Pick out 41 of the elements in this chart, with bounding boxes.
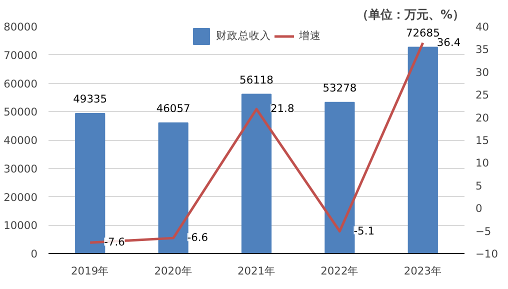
y2-tick-label: 15 [476,134,490,147]
data-label: 49335 [73,92,108,106]
data-label: 21.8 [270,102,294,116]
y2-tick-label: 30 [476,66,490,79]
y2-tick-label: 25 [476,88,490,102]
x-tick-label: 2022年 [320,264,359,278]
legend-label: 财政总收入 [216,29,271,43]
y-tick-label: 70000 [4,48,38,62]
data-label: 56118 [240,73,274,86]
y-tick-label: 80000 [4,20,38,34]
data-label: -6.6 [187,231,208,244]
y2-tick-label: −5 [476,224,492,238]
y-tick-label: 10000 [4,219,38,232]
data-label: -7.6 [104,236,126,249]
text: （单位：万元、%） [356,8,465,22]
y-tick-label: 50000 [4,106,38,119]
bar [241,94,272,254]
y-tick-label: 60000 [4,77,38,90]
y2-tick-label: −10 [476,248,498,260]
legend-label: 增速 [299,29,321,43]
y2-tick-label: 35 [476,43,490,56]
bar [408,46,438,254]
y-tick-label: 40000 [4,134,38,147]
y2-tick-label: 5 [476,179,482,192]
data-label: 53278 [322,81,357,94]
x-tick-label: 2019年 [71,264,110,278]
x-tick-label: 2020年 [154,264,192,278]
y2-tick-label: 20 [476,111,490,124]
bar [75,113,106,254]
data-label: -5.1 [354,224,374,238]
x-tick-label: 2023年 [404,264,442,278]
y-tick-label: 0 [30,248,38,260]
x-tick-label: 2021年 [237,264,276,278]
y-tick-label: 30000 [4,162,38,176]
bar [324,102,355,254]
y2-tick-label: 40 [476,20,490,34]
data-label: 46057 [156,102,190,115]
bar [158,122,188,254]
y2-tick-label: 10 [476,156,490,170]
y-tick-label: 20000 [4,190,38,204]
y2-tick-label: 0 [476,202,482,216]
